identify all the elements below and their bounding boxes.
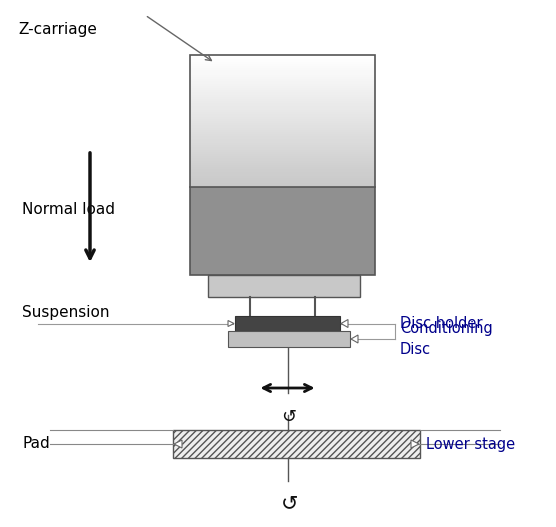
Bar xyxy=(190,178,375,180)
Bar xyxy=(190,136,375,139)
Bar xyxy=(190,64,375,66)
Bar xyxy=(190,114,375,116)
Bar xyxy=(228,331,350,347)
Bar xyxy=(208,275,360,297)
Text: Normal load: Normal load xyxy=(22,202,115,218)
Bar xyxy=(190,95,375,97)
Bar xyxy=(190,55,375,275)
Bar xyxy=(190,75,375,77)
Bar xyxy=(190,139,375,141)
Bar xyxy=(190,62,375,64)
Bar xyxy=(190,101,375,103)
Bar xyxy=(190,185,375,187)
Bar xyxy=(190,125,375,128)
Bar xyxy=(190,169,375,172)
Text: Z-carriage: Z-carriage xyxy=(18,22,97,37)
Polygon shape xyxy=(411,440,419,448)
Text: Disc holder: Disc holder xyxy=(400,316,483,331)
Bar xyxy=(190,81,375,84)
Bar xyxy=(190,187,375,275)
Text: Suspension: Suspension xyxy=(22,306,110,320)
Bar xyxy=(190,130,375,132)
Bar xyxy=(190,145,375,148)
Bar xyxy=(190,154,375,156)
Bar xyxy=(190,180,375,182)
Polygon shape xyxy=(351,335,358,343)
Bar xyxy=(190,112,375,114)
Bar xyxy=(190,156,375,159)
Bar xyxy=(190,167,375,169)
Bar xyxy=(190,123,375,125)
Bar xyxy=(190,68,375,71)
Bar xyxy=(173,430,420,458)
Bar xyxy=(190,174,375,176)
Text: $\circlearrowleft$: $\circlearrowleft$ xyxy=(276,493,299,513)
Bar xyxy=(190,77,375,79)
Bar xyxy=(190,88,375,90)
Bar xyxy=(190,116,375,119)
Bar xyxy=(190,152,375,154)
Bar xyxy=(190,103,375,105)
Bar xyxy=(190,128,375,130)
Bar xyxy=(190,176,375,178)
Bar xyxy=(190,86,375,88)
Text: Conditioning: Conditioning xyxy=(400,321,493,336)
Bar xyxy=(190,141,375,143)
Polygon shape xyxy=(228,320,234,327)
Bar xyxy=(190,84,375,86)
Bar xyxy=(190,92,375,95)
Bar xyxy=(190,143,375,145)
Bar xyxy=(190,132,375,134)
Text: Lower stage: Lower stage xyxy=(426,436,515,452)
Bar xyxy=(190,73,375,75)
Bar xyxy=(190,165,375,167)
Bar xyxy=(190,90,375,92)
Bar xyxy=(190,134,375,136)
Bar xyxy=(190,161,375,163)
Bar xyxy=(190,99,375,101)
Bar xyxy=(190,57,375,60)
Bar xyxy=(190,97,375,99)
Bar xyxy=(190,121,375,123)
Bar xyxy=(190,172,375,174)
Bar xyxy=(190,79,375,81)
Bar xyxy=(190,163,375,165)
Bar xyxy=(235,316,340,331)
Bar xyxy=(190,150,375,152)
Bar xyxy=(190,108,375,110)
Bar xyxy=(190,66,375,68)
Polygon shape xyxy=(174,440,182,448)
Bar xyxy=(190,71,375,73)
Bar xyxy=(190,182,375,185)
Text: Pad: Pad xyxy=(22,436,49,452)
Bar xyxy=(190,55,375,57)
Bar xyxy=(190,119,375,121)
Bar xyxy=(190,159,375,161)
Bar xyxy=(190,60,375,62)
Bar xyxy=(190,110,375,112)
Text: $\circlearrowleft$: $\circlearrowleft$ xyxy=(278,407,297,425)
Bar xyxy=(190,105,375,108)
Polygon shape xyxy=(341,319,348,327)
Text: Disc: Disc xyxy=(400,342,431,357)
Bar xyxy=(190,148,375,150)
